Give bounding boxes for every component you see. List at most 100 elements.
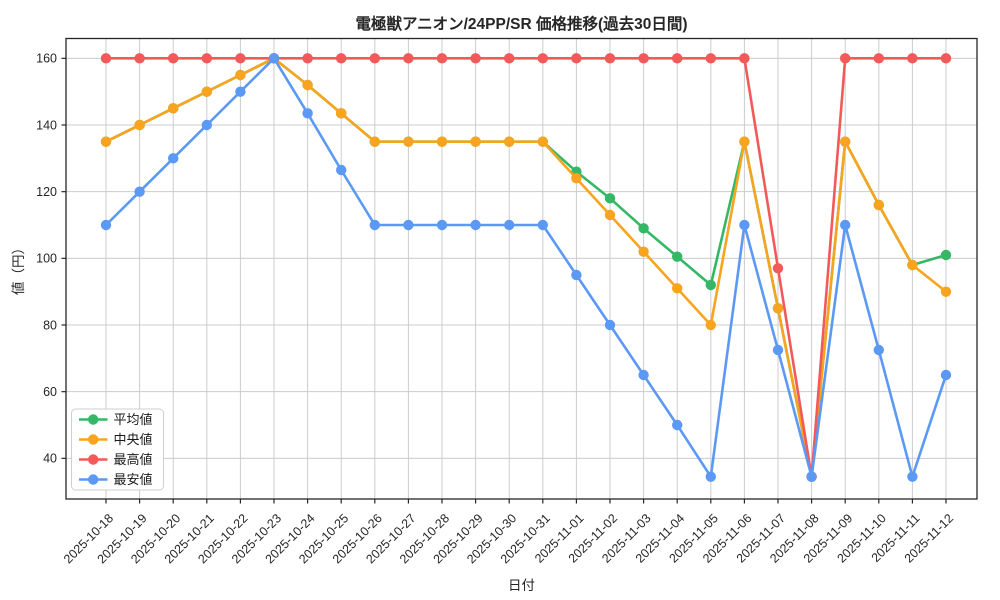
data-point (235, 53, 246, 64)
data-point (571, 53, 582, 64)
data-point (873, 199, 884, 211)
data-point (940, 369, 952, 381)
data-point (436, 53, 448, 64)
series-layer (100, 53, 952, 482)
y-tick-label: 100 (36, 252, 57, 266)
data-point (436, 219, 448, 231)
data-point (739, 219, 750, 231)
series-line-min (104, 57, 948, 478)
data-point (470, 219, 481, 231)
data-point (302, 108, 313, 119)
data-point (672, 419, 683, 431)
legend-marker-dot (88, 474, 99, 485)
data-point (940, 249, 952, 261)
data-point (604, 53, 616, 64)
data-point (705, 471, 716, 482)
data-point (638, 53, 649, 64)
data-point (403, 219, 414, 231)
data-point (638, 223, 649, 234)
data-point (134, 186, 145, 197)
data-point (907, 471, 918, 482)
legend-marker-dot (88, 414, 99, 425)
data-point (940, 286, 952, 297)
data-point (772, 344, 784, 356)
data-point (369, 219, 380, 231)
data-point (302, 53, 313, 64)
data-point (840, 219, 851, 231)
y-tick-label: 60 (43, 385, 57, 399)
data-point (672, 283, 683, 294)
legend-label: 中央値 (114, 432, 153, 447)
data-point (235, 86, 246, 97)
data-point (537, 136, 548, 147)
y-tick-label: 80 (43, 318, 57, 332)
data-point (873, 344, 884, 356)
legend-label: 平均値 (114, 412, 153, 427)
data-point (840, 136, 851, 147)
data-point (100, 53, 112, 64)
y-tick-label: 160 (36, 52, 57, 66)
data-point (638, 369, 649, 381)
x-tick-labels: 2025-10-182025-10-192025-10-202025-10-21… (61, 511, 956, 566)
data-point (436, 136, 448, 147)
data-point (336, 53, 347, 64)
data-point (403, 136, 414, 147)
legend-marker-dot (88, 454, 99, 465)
data-point (537, 53, 548, 64)
y-tick-label: 140 (36, 118, 57, 132)
data-point (201, 86, 212, 97)
data-point (907, 259, 918, 271)
data-point (470, 53, 481, 64)
data-point (504, 53, 515, 64)
series-min (100, 53, 952, 482)
data-point (168, 53, 179, 64)
data-point (873, 53, 884, 64)
data-point (470, 136, 481, 147)
data-point (100, 136, 112, 147)
data-point (336, 108, 347, 119)
series-line-max (104, 57, 948, 478)
data-point (201, 119, 212, 131)
series-average (100, 53, 952, 482)
legend-box (71, 408, 164, 491)
data-point (369, 53, 380, 64)
data-point (537, 219, 548, 231)
data-point (168, 103, 179, 114)
data-point (806, 471, 817, 482)
series-median (100, 53, 952, 482)
data-point (604, 319, 616, 331)
y-tick-label: 40 (43, 452, 57, 466)
data-point (705, 319, 716, 331)
data-point (604, 193, 616, 204)
data-point (672, 53, 683, 64)
y-tick-label: 120 (36, 185, 57, 199)
series-max (100, 53, 952, 482)
chart-title: 電極獣アニオン/24PP/SR 価格推移(過去30日間) (355, 14, 687, 33)
data-point (201, 53, 212, 64)
data-point (571, 269, 582, 281)
axis-ticks (61, 57, 947, 504)
data-point (907, 53, 918, 64)
data-point (940, 53, 952, 64)
data-point (739, 53, 750, 64)
data-point (134, 53, 145, 64)
data-point (302, 79, 313, 91)
data-point (604, 209, 616, 221)
data-point (840, 53, 851, 64)
data-point (168, 153, 179, 164)
data-point (705, 53, 716, 64)
data-point (638, 246, 649, 257)
plot-border (65, 37, 978, 500)
data-point (336, 164, 347, 176)
data-point (403, 53, 414, 64)
data-point (672, 251, 683, 262)
legend-label: 最安値 (114, 472, 153, 487)
x-axis-label: 日付 (508, 578, 535, 593)
data-point (504, 136, 515, 147)
data-point (772, 263, 784, 274)
data-point (772, 303, 784, 314)
data-point (235, 69, 246, 81)
